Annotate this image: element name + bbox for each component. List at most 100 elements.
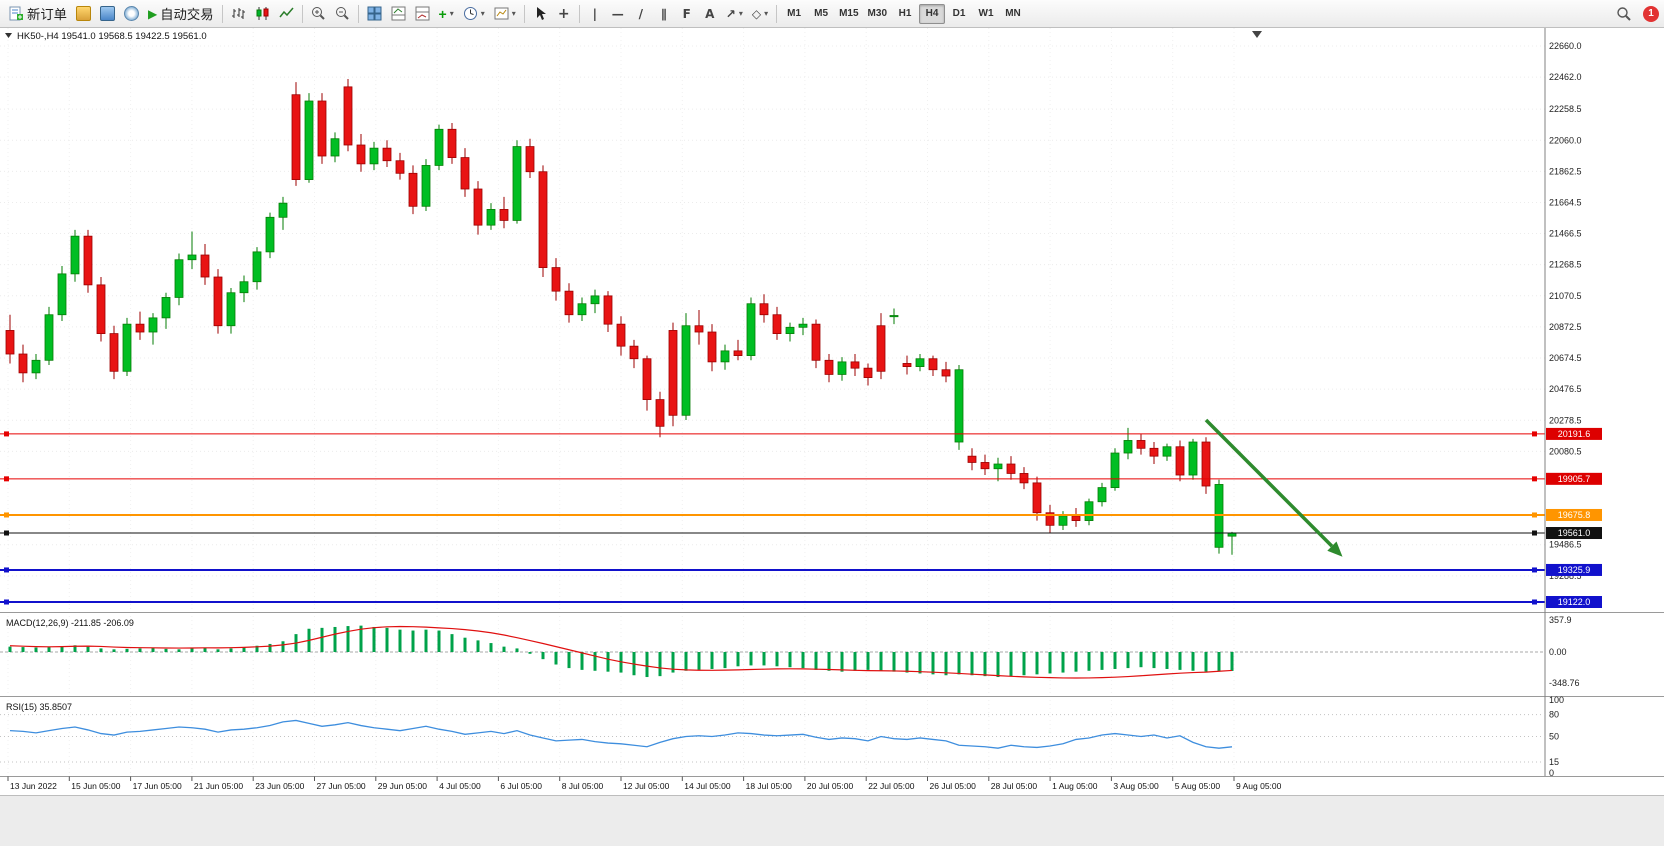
shapes-tool[interactable]: ◇ ▾ <box>748 3 772 25</box>
auto-trading-label: 自动交易 <box>160 7 214 22</box>
data-window-icon <box>99 6 115 21</box>
channel-tool[interactable]: ∥ <box>653 3 675 25</box>
timeframe-w1[interactable]: W1 <box>973 4 999 24</box>
chevron-down-icon: ▾ <box>764 9 769 18</box>
toolbar-separator <box>221 4 223 23</box>
svg-text:19905.7: 19905.7 <box>1558 474 1591 484</box>
chevron-down-icon: ▾ <box>449 9 454 18</box>
svg-text:12 Jul 05:00: 12 Jul 05:00 <box>623 781 670 791</box>
timeframe-m30[interactable]: M30 <box>864 4 891 24</box>
svg-text:0.00: 0.00 <box>1549 647 1567 657</box>
toolbar-separator <box>301 4 303 23</box>
subwindow-down-icon <box>415 6 430 21</box>
remove-subwindow-button[interactable] <box>411 3 434 25</box>
svg-text:20872.5: 20872.5 <box>1549 322 1582 332</box>
fibonacci-tool[interactable]: F <box>676 3 698 25</box>
arrow-tool-icon: ↗ <box>725 6 736 21</box>
new-order-icon <box>9 6 23 21</box>
crosshair-tool-button[interactable]: + <box>553 3 575 25</box>
zoom-out-button[interactable] <box>331 3 354 25</box>
svg-text:29 Jun 05:00: 29 Jun 05:00 <box>378 781 427 791</box>
svg-text:26 Jul 05:00: 26 Jul 05:00 <box>930 781 977 791</box>
svg-text:20191.6: 20191.6 <box>1558 429 1591 439</box>
svg-text:21664.5: 21664.5 <box>1549 197 1582 207</box>
zoom-in-button[interactable] <box>307 3 330 25</box>
new-subwindow-button[interactable] <box>387 3 410 25</box>
svg-text:15: 15 <box>1549 757 1559 767</box>
vertical-line-tool[interactable]: | <box>584 3 606 25</box>
svg-text:22060.0: 22060.0 <box>1549 135 1582 145</box>
chart-area: 22660.0 22462.0 22258.5 22060.0 21862.5 21664… <box>0 28 1664 795</box>
arrows-tool[interactable]: ↗ ▾ <box>722 3 747 25</box>
svg-text:19122.0: 19122.0 <box>1558 597 1591 607</box>
shapes-icon: ◇ <box>751 6 762 21</box>
svg-text:20674.5: 20674.5 <box>1549 353 1582 363</box>
timeframe-d1[interactable]: D1 <box>946 4 972 24</box>
toolbar-separator <box>523 4 525 23</box>
svg-text:19325.9: 19325.9 <box>1558 565 1591 575</box>
toolbar-separator <box>578 4 580 23</box>
svg-text:HK50-,H4 19541.0 19568.5 19422: HK50-,H4 19541.0 19568.5 19422.5 19561.0 <box>17 31 207 42</box>
svg-text:5 Aug 05:00: 5 Aug 05:00 <box>1175 781 1221 791</box>
trendline-tool[interactable]: / <box>630 3 652 25</box>
chart-canvas[interactable]: 22660.0 22462.0 22258.5 22060.0 21862.5 21664… <box>0 28 1664 795</box>
data-window-button[interactable] <box>96 3 119 25</box>
status-bar <box>0 795 1664 846</box>
auto-trading-button[interactable]: ▶ 自动交易 <box>144 3 218 25</box>
market-watch-button[interactable] <box>72 3 95 25</box>
candlestick-chart-button[interactable] <box>251 3 274 25</box>
timeframe-mn[interactable]: MN <box>1000 4 1026 24</box>
play-icon: ▶ <box>147 6 158 21</box>
period-button[interactable]: ▾ <box>459 3 489 25</box>
svg-text:22258.5: 22258.5 <box>1549 104 1582 114</box>
svg-text:27 Jun 05:00: 27 Jun 05:00 <box>317 781 366 791</box>
timeframe-m1[interactable]: M1 <box>781 4 807 24</box>
svg-text:4 Jul 05:00: 4 Jul 05:00 <box>439 781 481 791</box>
timeframe-m5[interactable]: M5 <box>808 4 834 24</box>
new-order-button[interactable]: 新订单 <box>5 3 71 25</box>
toolbar-separator <box>357 4 359 23</box>
notification-badge[interactable]: 1 <box>1643 5 1659 22</box>
svg-text:22462.0: 22462.0 <box>1549 72 1582 82</box>
clock-icon <box>463 7 477 20</box>
svg-text:21268.5: 21268.5 <box>1549 260 1582 270</box>
svg-text:28 Jul 05:00: 28 Jul 05:00 <box>991 781 1038 791</box>
svg-text:22 Jul 05:00: 22 Jul 05:00 <box>868 781 915 791</box>
template-button[interactable]: ▾ <box>490 3 520 25</box>
horizontal-line-tool[interactable]: — <box>607 3 629 25</box>
svg-text:20476.5: 20476.5 <box>1549 384 1582 394</box>
new-order-label: 新订单 <box>27 7 67 22</box>
svg-text:21070.5: 21070.5 <box>1549 291 1582 301</box>
cursor-tool-button[interactable] <box>529 3 552 25</box>
toolbar: 新订单 ▶ 自动交易 <box>0 0 1664 28</box>
svg-text:8 Jul 05:00: 8 Jul 05:00 <box>562 781 604 791</box>
svg-text:0: 0 <box>1549 768 1554 778</box>
cursor-icon <box>536 7 546 20</box>
svg-text:21862.5: 21862.5 <box>1549 166 1582 176</box>
bar-chart-button[interactable] <box>227 3 250 25</box>
search-button[interactable] <box>1612 3 1636 25</box>
svg-text:13 Jun 2022: 13 Jun 2022 <box>10 781 57 791</box>
tile-windows-button[interactable] <box>363 3 386 25</box>
chevron-down-icon: ▾ <box>738 9 743 18</box>
subwindow-up-icon <box>391 6 406 21</box>
add-indicator-button[interactable]: + ▾ <box>435 3 458 25</box>
svg-text:17 Jun 05:00: 17 Jun 05:00 <box>133 781 182 791</box>
svg-text:50: 50 <box>1549 732 1559 742</box>
svg-text:23 Jun 05:00: 23 Jun 05:00 <box>255 781 304 791</box>
svg-text:19486.5: 19486.5 <box>1549 540 1582 550</box>
timeframe-h1[interactable]: H1 <box>892 4 918 24</box>
toolbar-separator <box>776 4 778 23</box>
svg-text:21 Jun 05:00: 21 Jun 05:00 <box>194 781 243 791</box>
line-chart-button[interactable] <box>275 3 298 25</box>
info-button[interactable] <box>120 3 143 25</box>
timeframe-h4[interactable]: H4 <box>919 3 945 24</box>
svg-text:20278.5: 20278.5 <box>1549 415 1582 425</box>
market-watch-icon <box>75 6 91 21</box>
chevron-down-icon: ▾ <box>511 9 516 18</box>
svg-text:80: 80 <box>1549 710 1559 720</box>
text-tool[interactable]: A <box>699 3 721 25</box>
svg-text:18 Jul 05:00: 18 Jul 05:00 <box>746 781 793 791</box>
timeframe-m15[interactable]: M15 <box>835 4 862 24</box>
svg-text:19561.0: 19561.0 <box>1558 528 1591 538</box>
